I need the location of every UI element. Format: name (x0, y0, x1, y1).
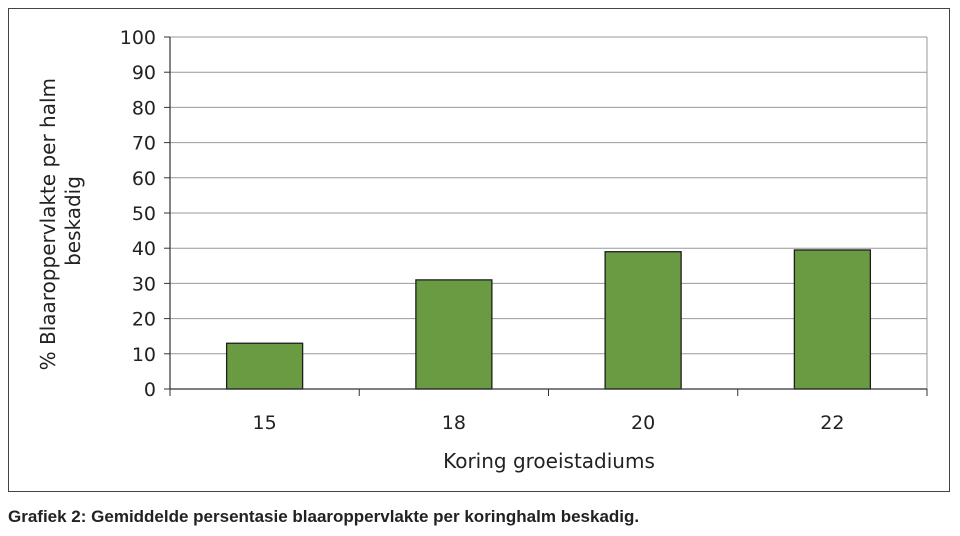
y-tick-labels: 0 10 20 30 40 50 60 70 80 90 100 (120, 27, 156, 401)
chart-frame: 0 10 20 30 40 50 60 70 80 90 100 15 18 20 22 Koring g… (8, 8, 950, 492)
x-tick-labels: 15 18 20 22 (253, 412, 845, 434)
bars (225, 249, 872, 390)
y-tick-label: 60 (132, 168, 156, 190)
y-tick-label: 70 (132, 133, 156, 155)
x-tick-label: 22 (820, 412, 844, 434)
y-tick-label: 40 (132, 238, 156, 260)
x-tick-label: 18 (442, 412, 466, 434)
y-tick-label: 80 (132, 97, 156, 119)
figure-caption: Grafiek 2: Gemiddelde persentasie blaaro… (8, 507, 640, 526)
gridlines (170, 36, 928, 389)
y-tick-label: 20 (132, 309, 156, 331)
y-tick-label: 0 (144, 379, 156, 401)
x-tick-label: 15 (253, 412, 277, 434)
y-axis-title-line-2: beskadig (61, 176, 85, 266)
bar-18 (415, 279, 493, 390)
x-axis-title: Koring groeistadiums (443, 449, 655, 473)
y-axis-title: % Blaaroppervlakte per halm beskadig (36, 72, 85, 371)
y-tick-label: 90 (132, 62, 156, 84)
y-tick-label: 50 (132, 203, 156, 225)
y-tick-label: 30 (132, 273, 156, 295)
bar-15 (225, 342, 304, 390)
bar-20 (604, 251, 682, 390)
x-tick-label: 20 (631, 412, 655, 434)
y-tick-label: 10 (132, 344, 156, 366)
axes (164, 36, 928, 396)
bar-22 (793, 249, 872, 390)
y-axis-title-line-1: % Blaaroppervlakte per halm (36, 78, 60, 370)
y-tick-label: 100 (120, 27, 156, 49)
bar-chart: 0 10 20 30 40 50 60 70 80 90 100 15 18 20 22 Koring g… (36, 27, 928, 473)
